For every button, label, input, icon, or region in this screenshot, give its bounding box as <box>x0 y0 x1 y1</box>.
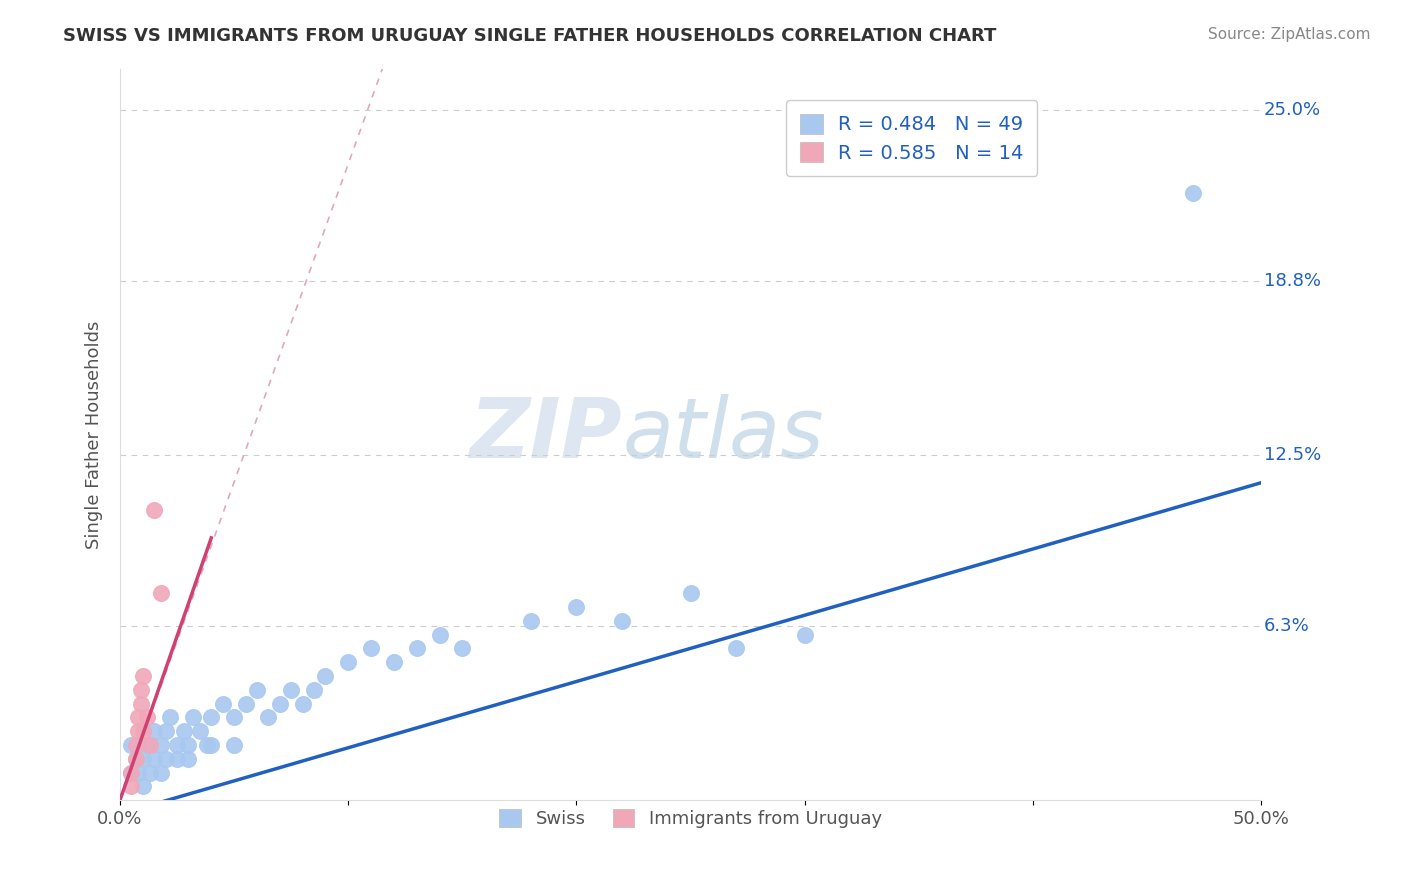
Text: 18.8%: 18.8% <box>1264 272 1320 290</box>
Y-axis label: Single Father Households: Single Father Households <box>86 320 103 549</box>
Text: 6.3%: 6.3% <box>1264 617 1309 635</box>
Point <box>200 738 222 752</box>
Text: 25.0%: 25.0% <box>1264 101 1320 119</box>
Point <box>136 710 159 724</box>
Point <box>166 752 188 766</box>
Point <box>188 724 211 739</box>
Point <box>360 641 382 656</box>
Point <box>173 724 195 739</box>
Point <box>235 697 257 711</box>
Point <box>132 752 155 766</box>
Point <box>520 614 543 628</box>
Point <box>429 627 451 641</box>
Point <box>132 669 155 683</box>
Point <box>793 627 815 641</box>
Point <box>120 765 142 780</box>
Point <box>314 669 336 683</box>
Text: atlas: atlas <box>621 394 824 475</box>
Point <box>129 682 152 697</box>
Point <box>177 752 200 766</box>
Legend: Swiss, Immigrants from Uruguay: Swiss, Immigrants from Uruguay <box>492 801 889 835</box>
Point <box>405 641 427 656</box>
Point <box>200 710 222 724</box>
Point <box>155 724 177 739</box>
Point <box>127 765 149 780</box>
Point <box>195 738 218 752</box>
Point <box>610 614 633 628</box>
Point <box>565 599 588 614</box>
Point <box>222 738 245 752</box>
Point <box>132 724 155 739</box>
Point <box>679 586 702 600</box>
Point <box>222 710 245 724</box>
Point <box>125 738 148 752</box>
Point <box>136 738 159 752</box>
Point <box>132 780 155 794</box>
Point <box>291 697 314 711</box>
Point <box>127 710 149 724</box>
Point <box>246 682 269 697</box>
Point <box>143 724 166 739</box>
Point <box>280 682 302 697</box>
Point <box>159 710 181 724</box>
Point <box>177 738 200 752</box>
Point <box>150 586 173 600</box>
Point <box>127 724 149 739</box>
Point <box>302 682 325 697</box>
Point <box>155 752 177 766</box>
Text: 12.5%: 12.5% <box>1264 446 1320 464</box>
Point <box>150 765 173 780</box>
Point <box>211 697 233 711</box>
Point <box>143 503 166 517</box>
Point <box>181 710 204 724</box>
Text: ZIP: ZIP <box>470 394 621 475</box>
Point <box>125 752 148 766</box>
Point <box>269 697 291 711</box>
Point <box>337 655 360 669</box>
Point <box>150 738 173 752</box>
Point <box>1181 186 1204 200</box>
Point <box>120 780 142 794</box>
Text: SWISS VS IMMIGRANTS FROM URUGUAY SINGLE FATHER HOUSEHOLDS CORRELATION CHART: SWISS VS IMMIGRANTS FROM URUGUAY SINGLE … <box>63 27 997 45</box>
Point <box>120 765 142 780</box>
Point <box>166 738 188 752</box>
Point <box>725 641 748 656</box>
Point <box>129 697 152 711</box>
Point <box>120 738 142 752</box>
Point <box>257 710 280 724</box>
Point <box>143 752 166 766</box>
Point <box>451 641 474 656</box>
Point <box>138 738 160 752</box>
Text: Source: ZipAtlas.com: Source: ZipAtlas.com <box>1208 27 1371 42</box>
Point <box>125 752 148 766</box>
Point <box>138 765 160 780</box>
Point <box>382 655 405 669</box>
